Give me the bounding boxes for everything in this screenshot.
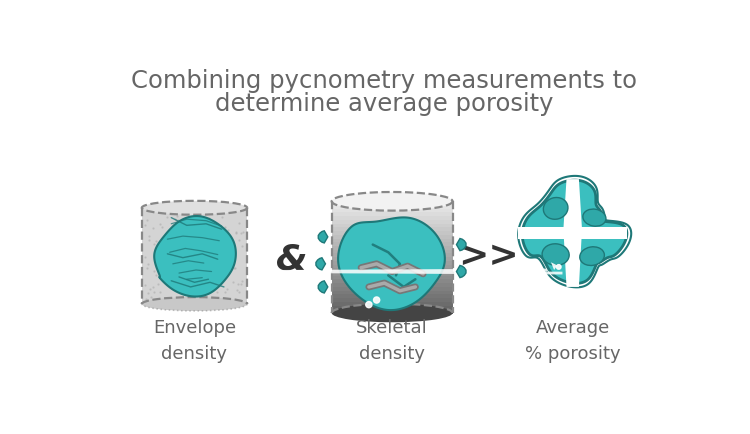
Bar bbox=[332, 213, 452, 217]
Bar bbox=[332, 306, 452, 310]
Bar bbox=[332, 276, 452, 281]
Polygon shape bbox=[551, 262, 557, 270]
Bar bbox=[332, 235, 452, 240]
Polygon shape bbox=[318, 281, 328, 293]
Polygon shape bbox=[522, 180, 627, 283]
Bar bbox=[332, 209, 452, 214]
Bar bbox=[332, 279, 452, 284]
Bar bbox=[332, 224, 452, 229]
Bar bbox=[332, 250, 452, 255]
Bar bbox=[332, 294, 452, 299]
Ellipse shape bbox=[332, 304, 452, 322]
Ellipse shape bbox=[542, 244, 569, 266]
Ellipse shape bbox=[583, 209, 606, 226]
Bar bbox=[332, 265, 452, 270]
Polygon shape bbox=[338, 217, 445, 310]
Polygon shape bbox=[518, 227, 627, 239]
Text: Combining pycnometry measurements to: Combining pycnometry measurements to bbox=[131, 69, 638, 93]
Bar bbox=[332, 205, 452, 210]
Text: Average
% porosity: Average % porosity bbox=[525, 319, 620, 363]
Polygon shape bbox=[318, 231, 328, 243]
Text: &: & bbox=[276, 243, 308, 277]
Text: >>: >> bbox=[458, 239, 519, 273]
Bar bbox=[332, 231, 452, 236]
Bar bbox=[332, 261, 452, 266]
Ellipse shape bbox=[142, 201, 248, 215]
Bar bbox=[332, 239, 452, 243]
Bar bbox=[332, 272, 452, 277]
Bar bbox=[332, 246, 452, 251]
Bar bbox=[332, 268, 452, 273]
Polygon shape bbox=[457, 266, 466, 278]
Ellipse shape bbox=[580, 247, 604, 266]
Bar bbox=[332, 201, 452, 206]
Polygon shape bbox=[154, 216, 236, 296]
Ellipse shape bbox=[142, 297, 248, 311]
Bar bbox=[142, 208, 248, 304]
Bar bbox=[332, 283, 452, 288]
Bar bbox=[332, 287, 452, 292]
Bar bbox=[332, 253, 452, 258]
Bar bbox=[332, 309, 452, 314]
Bar bbox=[332, 298, 452, 303]
Circle shape bbox=[366, 302, 372, 308]
Text: Skeletal
density: Skeletal density bbox=[356, 319, 428, 363]
Bar bbox=[332, 227, 452, 232]
Bar bbox=[332, 257, 452, 262]
Ellipse shape bbox=[543, 197, 568, 219]
Bar bbox=[332, 220, 452, 225]
Bar bbox=[332, 291, 452, 296]
Ellipse shape bbox=[332, 192, 452, 210]
Polygon shape bbox=[316, 258, 326, 270]
Bar bbox=[332, 216, 452, 221]
Text: determine average porosity: determine average porosity bbox=[215, 92, 554, 116]
Circle shape bbox=[556, 265, 561, 269]
Polygon shape bbox=[563, 179, 582, 287]
Circle shape bbox=[374, 297, 380, 303]
Polygon shape bbox=[457, 239, 466, 251]
Bar bbox=[332, 302, 452, 307]
Bar bbox=[332, 242, 452, 247]
Text: Envelope
density: Envelope density bbox=[153, 319, 236, 363]
